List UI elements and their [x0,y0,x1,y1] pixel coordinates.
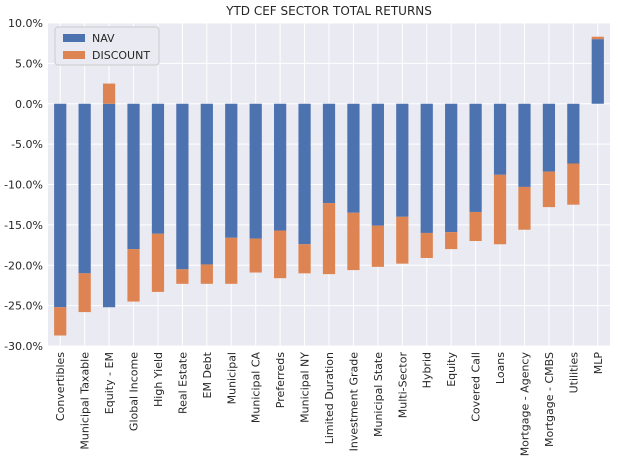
x-tick-label: Hybrid [421,352,434,388]
bar-discount-municipal-ca [249,238,262,273]
bar-discount-loans [493,174,507,245]
chart-title: YTD CEF SECTOR TOTAL RETURNS [225,4,432,18]
bar-nav-mortgage-cmbs [542,103,556,172]
x-tick-label: Municipal CA [250,352,263,424]
x-tick-label: Municipal State [372,352,385,437]
bar-nav-mlp [591,39,604,104]
x-tick-label: Municipal Taxable [79,352,92,450]
bar-nav-mortgage-agency [518,103,531,187]
bar-nav-em-debt [200,103,213,265]
bar-discount-municipal-taxable [78,273,91,313]
x-tick-label: Investment Grade [347,352,360,452]
legend-swatch-nav [63,34,85,42]
x-tick-label: Equity [445,352,458,387]
bar-discount-mortgage-cmbs [542,171,556,208]
bar-discount-hybrid [420,232,433,258]
bar-nav-equity-em [102,103,116,308]
x-tick-label: Global Income [128,352,141,431]
bar-discount-municipal-ny [298,244,311,274]
bar-discount-convertibles [54,307,67,336]
bar-nav-convertibles [54,103,67,308]
legend-label-discount: DISCOUNT [92,49,150,62]
bar-nav-municipal [225,103,238,238]
y-tick-labels: -30.0% -25.0% -20.0% -15.0% -10.0% -5.0% 0.0% 5… [4,17,43,353]
bar-discount-preferreds [274,230,287,279]
y-tick-label: 10.0% [8,17,43,30]
x-tick-label: Mortgage - Agency [518,352,531,457]
x-tick-label: Limited Duration [323,352,336,444]
x-tick-label: EM Debt [201,351,214,398]
bar-discount-real-estate [176,269,189,284]
bar-nav-municipal-ca [249,103,262,239]
y-tick-label: 5.0% [15,57,43,70]
bars [54,36,604,336]
bar-discount-mlp [591,36,604,40]
bar-nav-loans [493,103,507,175]
x-tick-label: Convertibles [54,352,67,421]
x-tick-label: Mortgage - CMBS [543,352,556,447]
bar-discount-em-debt [200,264,213,284]
y-tick-label: -30.0% [4,340,43,353]
bar-discount-equity [445,232,458,250]
x-tick-label: Preferreds [274,352,287,408]
x-tick-label: MLP [592,352,605,375]
x-tick-label: High Yield [152,352,165,407]
x-tick-label: Equity - EM [103,352,116,414]
bar-nav-hybrid [420,103,433,233]
y-tick-label: -15.0% [4,219,43,232]
bar-discount-high-yield [151,233,165,292]
bar-nav-limited-duration [322,103,336,204]
x-tick-label: Municipal [225,352,238,404]
bar-nav-covered-call [469,103,482,212]
bar-discount-utilities [567,163,580,205]
bar-nav-multi-sector [396,103,409,217]
x-tick-label: Multi-Sector [396,352,409,419]
bar-discount-limited-duration [322,203,336,275]
y-tick-label: -5.0% [11,138,43,151]
legend-swatch-discount [63,51,85,59]
x-tick-label: Real Estate [176,352,189,414]
bar-discount-municipal [225,237,238,284]
x-tick-labels: Convertibles Municipal Taxable Equity - EM… [54,351,605,456]
x-tick-label: Utilities [567,352,580,394]
bar-nav-municipal-ny [298,103,311,245]
legend-label-nav: NAV [92,32,115,45]
y-tick-label: -20.0% [4,259,43,272]
bar-discount-global-income [127,249,140,302]
legend: NAV DISCOUNT [54,26,160,66]
bar-nav-high-yield [151,103,165,234]
bar-discount-mortgage-agency [518,186,531,230]
bar-discount-equity-em [102,83,116,104]
x-tick-label: Municipal NY [299,352,312,423]
bar-discount-covered-call [469,211,482,242]
bar-nav-real-estate [176,103,189,270]
bar-nav-utilities [567,103,580,164]
bar-nav-global-income [127,103,140,250]
y-tick-label: 0.0% [15,98,43,111]
bar-nav-preferreds [274,103,287,231]
y-tick-label: -25.0% [4,300,43,313]
bar-discount-investment-grade [347,212,360,271]
bar-nav-investment-grade [347,103,360,213]
bar-nav-municipal-state [371,103,384,226]
x-tick-label: Loans [494,352,507,384]
bar-nav-equity [445,103,458,233]
x-tick-label: Covered Call [470,352,483,422]
bar-discount-municipal-state [371,225,384,267]
bar-discount-multi-sector [396,216,409,264]
bar-nav-municipal-taxable [78,103,91,274]
y-tick-label: -10.0% [4,179,43,192]
